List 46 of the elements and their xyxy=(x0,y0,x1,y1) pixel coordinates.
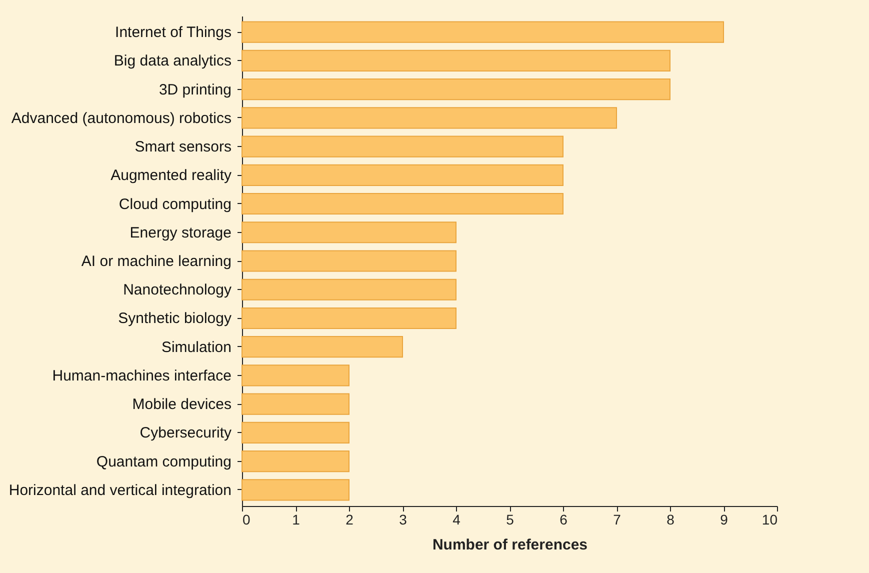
y-tick-label: Human-machines interface xyxy=(52,367,232,384)
x-axis-title: Number of references xyxy=(432,536,588,554)
bar xyxy=(242,278,456,300)
x-tick-label: 5 xyxy=(506,512,514,528)
y-tick-label: Cloud computing xyxy=(118,196,232,213)
y-tick-label: Horizontal and vertical integration xyxy=(8,482,232,499)
bar xyxy=(242,164,564,186)
bar xyxy=(242,78,670,100)
x-tick-label: 3 xyxy=(399,512,408,528)
x-tick-label: 4 xyxy=(452,512,461,528)
x-tick-label: 0 xyxy=(242,512,250,528)
y-tick-label: Quantam computing xyxy=(96,453,232,470)
y-tick-label: Advanced (autonomous) robotics xyxy=(11,110,232,127)
x-tick-label: 1 xyxy=(292,512,300,528)
bar xyxy=(242,450,350,472)
y-tick-label: Energy storage xyxy=(130,224,232,242)
bar xyxy=(242,222,456,244)
x-tick-label: 2 xyxy=(346,512,354,528)
x-tick-label: 6 xyxy=(560,512,568,528)
x-tick-label: 8 xyxy=(666,512,675,528)
bar xyxy=(242,107,617,129)
bar xyxy=(242,422,350,444)
y-tick-label: Mobile devices xyxy=(132,396,232,414)
bar xyxy=(242,192,564,215)
x-tick-label: 7 xyxy=(613,512,622,528)
y-tick-label: 3D printing xyxy=(158,81,232,98)
y-tick-label: Augmented reality xyxy=(110,167,232,184)
y-tick-label: Big data analytics xyxy=(114,52,232,70)
bar xyxy=(242,364,350,386)
y-tick-label: Smart sensors xyxy=(134,138,232,156)
bar xyxy=(242,336,403,358)
y-tick-label: Simulation xyxy=(161,338,232,356)
y-tick-label: Cybersecurity xyxy=(140,424,232,442)
bar xyxy=(242,50,670,72)
bar xyxy=(242,136,564,158)
bar xyxy=(242,393,350,415)
y-tick-label: Synthetic biology xyxy=(118,310,232,328)
y-tick-label: Internet of Things xyxy=(115,24,232,42)
y-tick-label: AI or machine learning xyxy=(81,253,232,270)
bar xyxy=(242,479,350,501)
bar xyxy=(242,21,724,43)
y-tick-label: Nanotechnology xyxy=(123,282,232,299)
x-tick-label: 9 xyxy=(720,512,728,528)
bar xyxy=(242,307,456,330)
x-tick-label: 10 xyxy=(762,512,778,528)
bar xyxy=(242,250,456,272)
